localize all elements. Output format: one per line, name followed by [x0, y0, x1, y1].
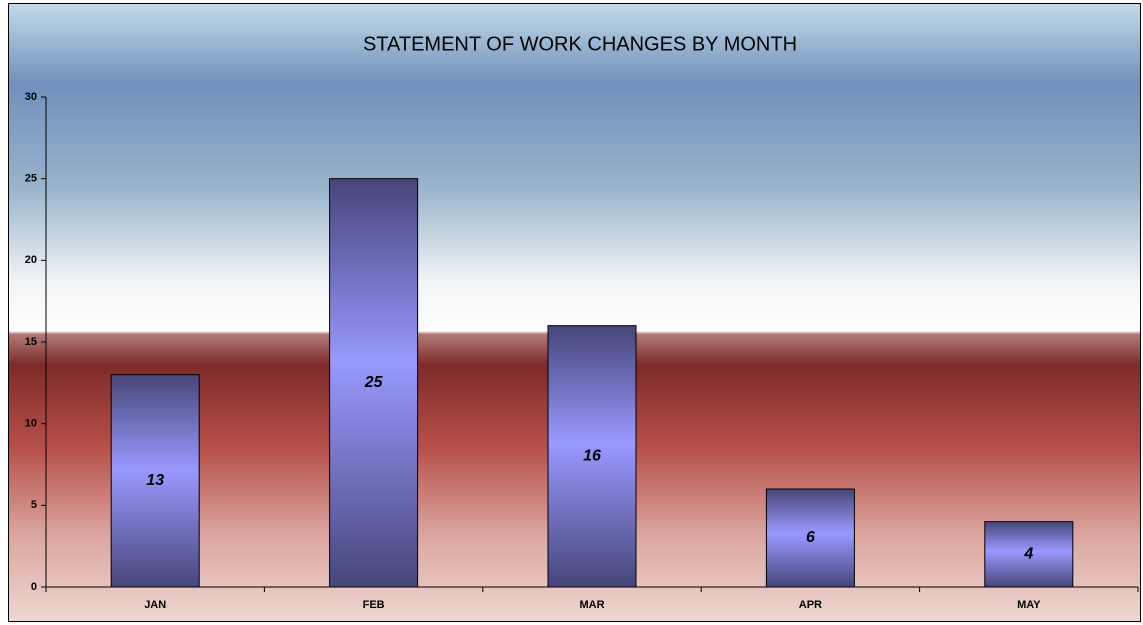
data-label: 16 [583, 448, 601, 465]
data-label: 25 [364, 374, 384, 391]
x-tick-label: MAY [1017, 599, 1041, 611]
y-tick-label: 20 [25, 254, 37, 266]
x-tick-label: MAR [579, 599, 604, 611]
chart-title: STATEMENT OF WORK CHANGES BY MONTH [363, 33, 797, 55]
x-tick-label: JAN [144, 599, 166, 611]
bar [984, 521, 1074, 588]
bar [547, 325, 637, 588]
y-tick-label: 10 [25, 418, 37, 430]
x-tick-label: FEB [363, 599, 385, 611]
bar [110, 374, 200, 588]
data-label: 4 [1023, 546, 1033, 563]
y-tick-label: 5 [31, 499, 37, 511]
y-tick-label: 0 [31, 581, 37, 593]
y-tick-label: 25 [25, 173, 37, 185]
data-label: 6 [806, 529, 815, 546]
y-tick-label: 30 [25, 91, 37, 103]
bar [765, 488, 855, 588]
data-label: 13 [146, 472, 164, 489]
x-tick-label: APR [799, 599, 822, 611]
y-tick-label: 15 [25, 336, 37, 348]
bar [329, 178, 419, 588]
